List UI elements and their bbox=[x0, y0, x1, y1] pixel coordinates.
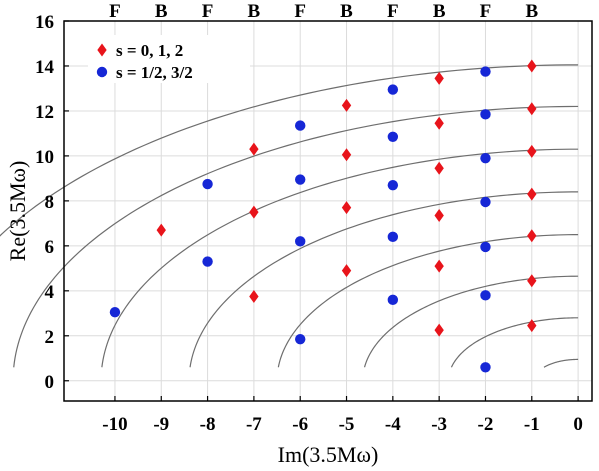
data-point-circle bbox=[387, 294, 399, 306]
x-tick-label: -4 bbox=[385, 414, 401, 435]
data-point-circle bbox=[295, 333, 306, 345]
top-label: B bbox=[248, 1, 261, 22]
x-tick-label: -1 bbox=[524, 414, 540, 435]
data-point-diamond bbox=[434, 259, 444, 273]
data-point-circle bbox=[295, 174, 306, 185]
data-point-circle bbox=[387, 231, 399, 243]
x-tick-label: -3 bbox=[431, 414, 447, 435]
data-point-diamond bbox=[249, 205, 259, 219]
data-point-circle bbox=[109, 306, 121, 318]
y-tick-label: 14 bbox=[35, 57, 55, 78]
curve bbox=[101, 148, 579, 368]
data-point-circle bbox=[387, 84, 399, 95]
data-point-diamond bbox=[527, 229, 537, 243]
curve bbox=[189, 191, 579, 368]
legend-marker-diamond bbox=[97, 43, 107, 57]
data-point-diamond bbox=[527, 59, 537, 73]
top-label: F bbox=[387, 1, 399, 22]
x-tick-label: -7 bbox=[246, 414, 262, 435]
top-label: F bbox=[202, 1, 214, 22]
data-point-diamond bbox=[341, 98, 352, 112]
data-point-circle bbox=[387, 131, 399, 142]
data-point-diamond bbox=[341, 148, 352, 162]
curves bbox=[0, 64, 579, 368]
data-point-diamond bbox=[434, 323, 444, 337]
data-point-diamond bbox=[434, 116, 444, 130]
x-tick-label: -2 bbox=[478, 414, 494, 435]
curve bbox=[363, 275, 579, 368]
data-points bbox=[109, 59, 537, 373]
axes-box bbox=[63, 20, 593, 402]
data-point-circle bbox=[295, 236, 306, 247]
data-point-circle bbox=[295, 120, 306, 131]
x-tick-label: -9 bbox=[153, 414, 169, 435]
data-point-diamond bbox=[527, 274, 537, 288]
gridlines bbox=[64, 20, 592, 401]
legend: s = 0, 1, 2 s = 1/2, 3/2 bbox=[88, 35, 250, 83]
top-label: F bbox=[109, 1, 121, 22]
y-tick-label: 10 bbox=[35, 147, 54, 168]
top-label: B bbox=[525, 1, 538, 22]
curve bbox=[277, 234, 579, 368]
legend-marker-circle bbox=[96, 66, 108, 78]
data-point-diamond bbox=[434, 208, 444, 222]
x-tick-label: -10 bbox=[102, 414, 127, 435]
y-axis-label: Re(3.5Mω) bbox=[5, 161, 30, 262]
y-tick-label: 0 bbox=[45, 372, 55, 393]
x-tick-label: -5 bbox=[339, 414, 355, 435]
y-tick-label: 6 bbox=[45, 237, 55, 258]
legend-background bbox=[88, 35, 250, 83]
data-point-circle bbox=[480, 109, 491, 120]
data-point-circle bbox=[387, 179, 399, 191]
data-point-diamond bbox=[156, 223, 166, 237]
data-point-circle bbox=[480, 241, 491, 253]
x-tick-label: -6 bbox=[292, 414, 308, 435]
x-axis-label: Im(3.5Mω) bbox=[278, 442, 379, 467]
top-label: B bbox=[340, 1, 353, 22]
data-point-diamond bbox=[527, 144, 537, 158]
data-point-diamond bbox=[527, 102, 537, 116]
data-point-diamond bbox=[434, 71, 444, 85]
legend-label-half-integer-spin: s = 1/2, 3/2 bbox=[116, 63, 193, 82]
x-tick-label: -8 bbox=[200, 414, 216, 435]
data-point-circle bbox=[202, 256, 213, 267]
data-point-diamond bbox=[341, 201, 352, 215]
data-point-diamond bbox=[527, 187, 537, 201]
x-tick-label: 0 bbox=[573, 414, 583, 435]
y-tick-label: 16 bbox=[35, 12, 54, 33]
top-label: F bbox=[294, 1, 306, 22]
data-point-diamond bbox=[249, 289, 259, 303]
data-point-circle bbox=[480, 290, 491, 301]
data-point-diamond bbox=[434, 161, 444, 175]
data-point-diamond bbox=[249, 142, 259, 156]
data-point-diamond bbox=[341, 264, 352, 278]
data-point-diamond bbox=[527, 319, 537, 333]
legend-label-integer-spin: s = 0, 1, 2 bbox=[116, 41, 183, 60]
y-tick-label: 12 bbox=[35, 102, 54, 123]
y-tick-label: 2 bbox=[45, 327, 55, 348]
curve bbox=[450, 317, 579, 368]
curve bbox=[13, 105, 579, 368]
curve bbox=[0, 64, 579, 237]
y-tick-label: 4 bbox=[45, 282, 55, 303]
top-label: F bbox=[480, 1, 492, 22]
top-label: B bbox=[433, 1, 446, 22]
data-point-circle bbox=[480, 196, 491, 208]
data-point-circle bbox=[480, 152, 491, 164]
data-point-circle bbox=[480, 66, 491, 77]
data-point-circle bbox=[202, 178, 213, 190]
curve bbox=[543, 358, 579, 368]
data-point-circle bbox=[480, 362, 491, 373]
y-tick-label: 8 bbox=[45, 192, 55, 213]
top-label: B bbox=[155, 1, 168, 22]
